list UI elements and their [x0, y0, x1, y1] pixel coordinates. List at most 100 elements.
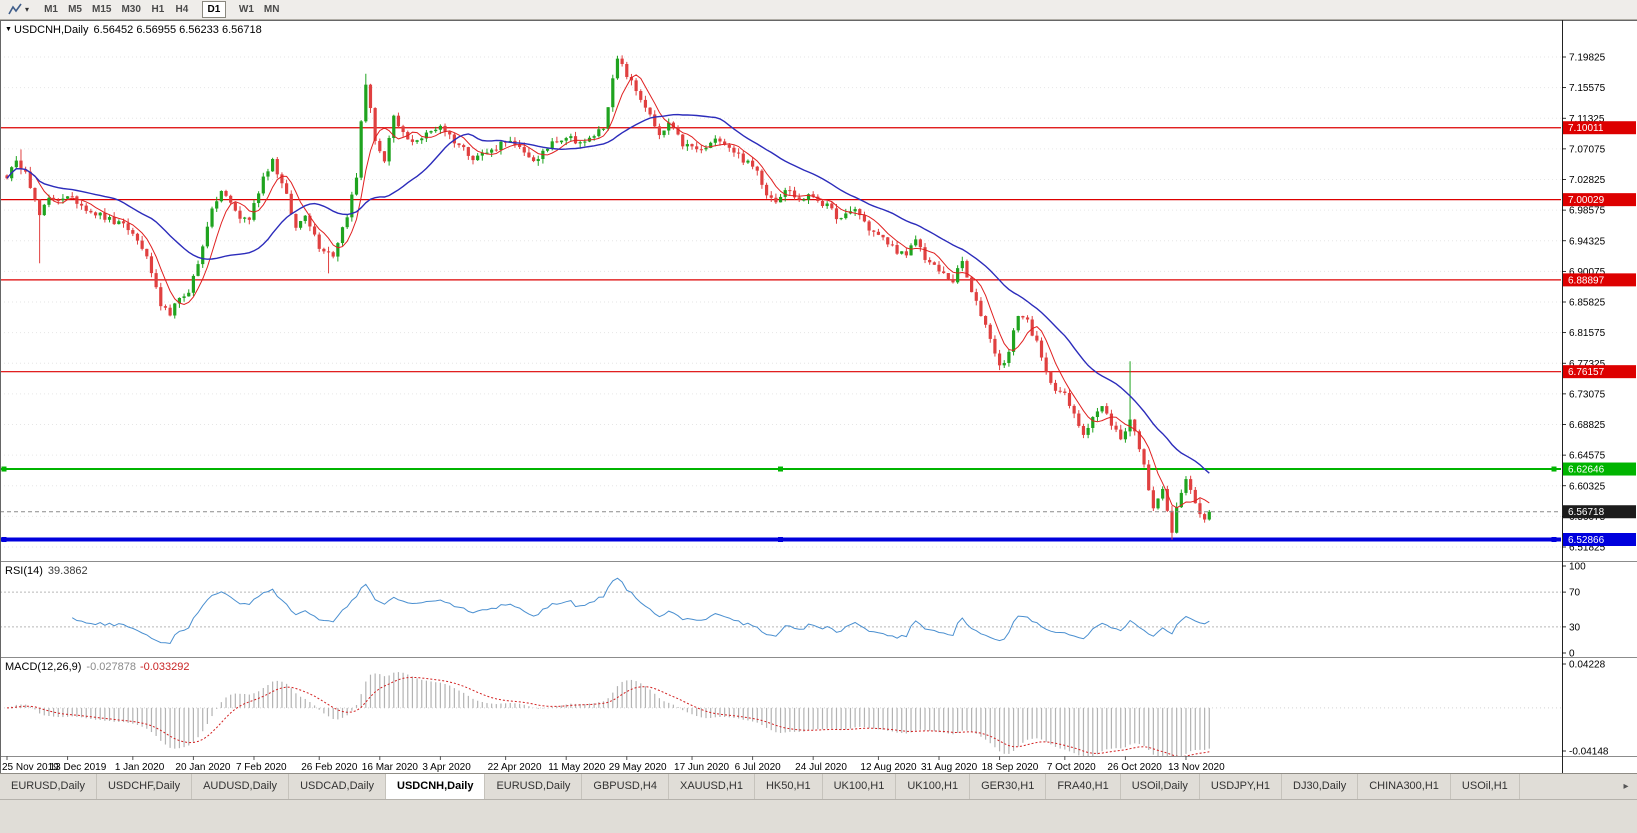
price-tick-label: 6.90075	[1569, 267, 1606, 278]
tab-fra40-h1[interactable]: FRA40,H1	[1046, 774, 1121, 799]
line-selection-handle[interactable]	[778, 466, 783, 472]
tab-scroll-right-icon[interactable]: ▸	[1623, 781, 1629, 792]
candle-body	[434, 129, 438, 132]
price-tick-label: 7.15575	[1569, 83, 1606, 94]
tab-uk100-h1[interactable]: UK100,H1	[823, 774, 897, 799]
candle-body	[732, 147, 736, 153]
candle-body	[904, 251, 908, 256]
candle-body	[811, 194, 815, 197]
candle-body	[224, 190, 228, 196]
tab-uk100-h1[interactable]: UK100,H1	[896, 774, 971, 799]
candle-body	[326, 251, 331, 253]
candle-body	[168, 307, 172, 316]
macd-signal-line	[6, 676, 1210, 756]
candle-body	[676, 127, 680, 135]
tab-eurusd-daily[interactable]: EURUSD,Daily	[485, 774, 583, 799]
candle-body	[308, 215, 312, 227]
price-tick-label: 7.07075	[1569, 144, 1606, 155]
candle-body	[820, 200, 825, 207]
candle-body	[1030, 319, 1034, 336]
timeframe-button-H4[interactable]: H4	[170, 1, 194, 18]
candle-body	[932, 262, 936, 265]
tab-usdcad-daily[interactable]: USDCAD,Daily	[289, 774, 387, 799]
candle-body	[522, 147, 526, 153]
chart-type-icon[interactable]: ▾	[4, 1, 33, 18]
candle-body	[634, 80, 638, 92]
candle-body	[84, 205, 88, 211]
candle-body	[140, 240, 144, 249]
candle-body	[70, 196, 74, 198]
timeframe-button-M5[interactable]: M5	[63, 1, 87, 18]
candle-body	[191, 275, 195, 293]
timeframe-button-W1[interactable]: W1	[234, 1, 259, 18]
candle-body	[1044, 357, 1048, 372]
candle-body	[1184, 479, 1188, 493]
line-selection-handle[interactable]	[1, 466, 7, 472]
tab-eurusd-daily[interactable]: EURUSD,Daily	[0, 774, 97, 799]
tab-usdcnh-daily[interactable]: USDCNH,Daily	[386, 774, 486, 799]
timeframe-button-H1[interactable]: H1	[146, 1, 170, 18]
tab-gbpusd-h4[interactable]: GBPUSD,H4	[582, 774, 669, 799]
candle-body	[350, 194, 354, 218]
candle-body	[550, 141, 554, 149]
candle-body	[331, 252, 335, 257]
candle-body	[112, 217, 116, 225]
timeframe-button-M1[interactable]: M1	[39, 1, 63, 18]
candle-body	[1109, 413, 1114, 426]
candle-body	[303, 215, 307, 222]
hline-price-label	[1563, 273, 1636, 287]
tab-hk50-h1[interactable]: HK50,H1	[755, 774, 823, 799]
candle-body	[336, 243, 340, 257]
candle-body	[774, 197, 778, 203]
candle-body	[56, 200, 60, 202]
timeframe-button-M15[interactable]: M15	[87, 1, 116, 18]
candle-body	[499, 141, 503, 151]
tab-audusd-daily[interactable]: AUDUSD,Daily	[192, 774, 290, 799]
candle-body	[1095, 411, 1100, 418]
candle-body	[1175, 507, 1179, 533]
rsi-tick-label: 0	[1569, 649, 1575, 660]
tab-xauusd-h1[interactable]: XAUUSD,H1	[669, 774, 755, 799]
candle-body	[764, 184, 769, 196]
candle-body	[872, 230, 876, 232]
price-tick-label: 7.02825	[1569, 175, 1606, 186]
timeframe-button-M30[interactable]: M30	[116, 1, 145, 18]
tab-dj30-daily[interactable]: DJ30,Daily	[1282, 774, 1359, 799]
candle-body	[942, 271, 946, 274]
tab-usoil-daily[interactable]: USOil,Daily	[1121, 774, 1200, 799]
chart-window: 25 Nov 2019 13 Dec 2019 1 Jan 2020 20 Jan 2…	[0, 20, 1637, 773]
tab-china300-h1[interactable]: CHINA300,H1	[1358, 774, 1451, 799]
date-label: 7 Feb 2020	[236, 762, 287, 773]
candle-body	[1189, 479, 1193, 490]
line-selection-handle[interactable]	[1, 536, 7, 542]
date-label: 13 Nov 2020	[1168, 762, 1225, 773]
candle-body	[988, 324, 992, 339]
candle-body	[853, 209, 857, 212]
candle-body	[1142, 449, 1146, 465]
hline-price-label	[1563, 121, 1636, 135]
date-label: 24 Jul 2020	[795, 762, 847, 773]
line-selection-handle[interactable]	[778, 536, 783, 542]
tab-usdchf-daily[interactable]: USDCHF,Daily	[97, 774, 193, 799]
candle-body	[1161, 488, 1165, 499]
candle-body	[564, 138, 568, 141]
candle-body	[671, 122, 675, 128]
timeframe-buttons: M1 M5 M15 M30 H1 H4 D1 W1 MN	[39, 1, 284, 18]
tab-usdjpy-h1[interactable]: USDJPY,H1	[1200, 774, 1283, 799]
tab-usoil-h1[interactable]: USOil,H1	[1451, 774, 1520, 799]
candle-body	[578, 142, 582, 144]
candle-body	[788, 190, 792, 192]
candle-body	[601, 128, 606, 130]
candle-body	[298, 221, 303, 228]
timeframe-button-MN[interactable]: MN	[259, 1, 285, 18]
tab-ger30-h1[interactable]: GER30,H1	[970, 774, 1047, 799]
line-selection-handle[interactable]	[1551, 466, 1557, 472]
candle-body	[33, 187, 37, 200]
candle-body	[741, 153, 745, 163]
timeframe-button-D1[interactable]: D1	[201, 1, 226, 18]
candle-body	[345, 217, 349, 228]
line-selection-handle[interactable]	[1551, 536, 1557, 542]
candle-body	[662, 130, 666, 136]
candle-body	[121, 221, 126, 224]
